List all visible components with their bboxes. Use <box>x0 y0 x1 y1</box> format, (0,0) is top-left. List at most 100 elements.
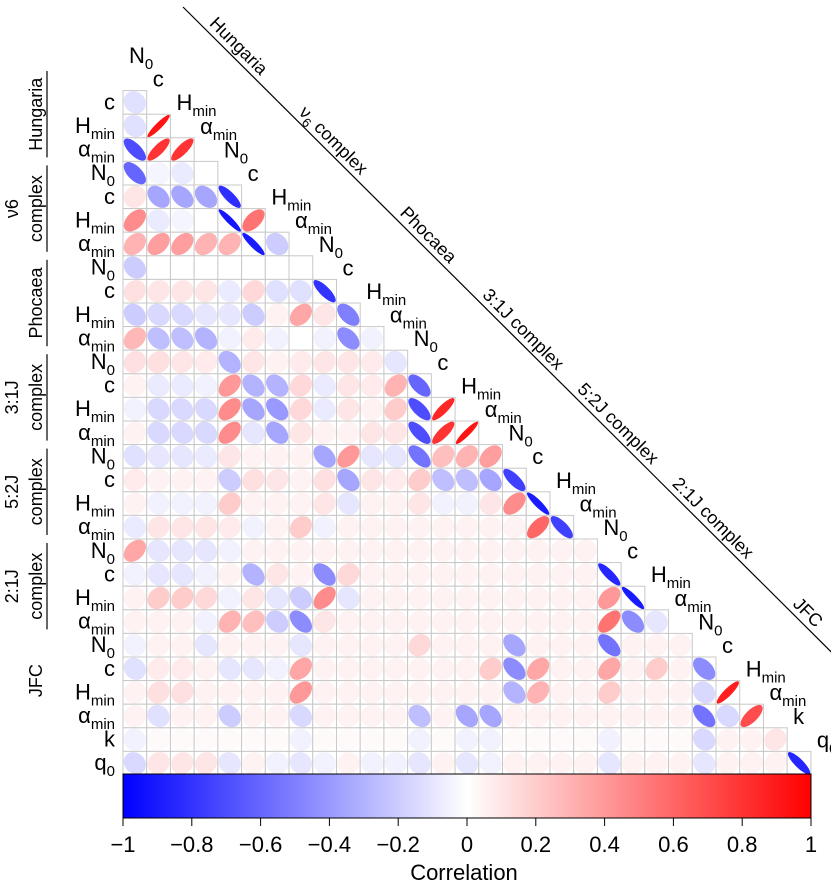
correlation-ellipse <box>384 728 407 751</box>
correlation-ellipse <box>242 610 265 633</box>
correlation-ellipse <box>147 327 170 350</box>
correlation-ellipse <box>503 586 526 610</box>
correlation-ellipse <box>242 586 265 610</box>
correlation-ellipse <box>123 209 146 232</box>
correlation-ellipse <box>598 563 621 586</box>
correlation-ellipse <box>574 681 597 704</box>
correlation-ellipse <box>194 280 218 303</box>
correlation-ellipse <box>550 681 573 704</box>
correlation-ellipse <box>384 681 407 704</box>
correlation-ellipse <box>360 681 384 704</box>
correlation-ellipse <box>550 516 573 539</box>
correlation-ellipse <box>669 752 692 775</box>
correlation-ellipse <box>266 539 289 562</box>
diagonal-label: c <box>532 444 543 469</box>
correlation-ellipse <box>218 185 241 208</box>
row-label: N0 <box>91 538 115 568</box>
row-label: N0 <box>91 443 115 473</box>
correlation-ellipse <box>526 634 550 657</box>
correlation-ellipse <box>740 752 763 775</box>
correlation-ellipse <box>432 516 455 539</box>
correlation-ellipse <box>503 516 526 539</box>
correlation-ellipse <box>171 704 194 728</box>
row-label: N0 <box>91 255 115 285</box>
correlation-ellipse <box>123 185 146 208</box>
correlation-ellipse <box>123 492 146 515</box>
correlation-ellipse <box>645 657 668 680</box>
diagonal-label: Hmin <box>746 657 786 687</box>
correlation-ellipse <box>503 681 526 704</box>
correlation-ellipse <box>123 728 146 751</box>
correlation-ellipse <box>289 374 313 397</box>
correlation-ellipse <box>289 586 313 610</box>
correlation-ellipse <box>645 634 668 657</box>
row-label: N0 <box>91 632 115 662</box>
correlation-ellipse <box>574 728 597 751</box>
correlation-ellipse <box>479 634 502 657</box>
correlation-ellipse <box>171 492 194 515</box>
correlation-ellipse <box>598 634 621 657</box>
diagonal-label: N0 <box>603 515 627 545</box>
correlation-ellipse <box>266 327 289 350</box>
correlation-ellipse <box>479 704 502 728</box>
correlation-ellipse <box>693 752 716 775</box>
correlation-ellipse <box>289 303 313 326</box>
row-label: c <box>104 89 115 114</box>
correlation-ellipse <box>574 563 597 586</box>
correlation-ellipse <box>266 752 289 775</box>
correlation-ellipse <box>337 610 360 633</box>
correlation-ellipse <box>171 586 194 610</box>
colorbar-ticks: −1 −0.8 −0.6 −0.4 −0.2 0 0.2 0.4 0.6 0.8 1 <box>110 818 817 857</box>
correlation-ellipse <box>526 610 550 633</box>
correlation-ellipse <box>218 350 241 374</box>
correlation-ellipse <box>242 752 265 775</box>
correlation-ellipse <box>266 445 289 468</box>
correlation-ellipse <box>194 445 218 468</box>
row-label: c <box>104 467 115 492</box>
correlation-ellipse <box>266 610 289 633</box>
correlation-ellipse <box>242 398 265 421</box>
correlation-ellipse <box>123 563 146 586</box>
row-label: αmin <box>78 325 115 355</box>
correlation-ellipse <box>171 421 194 444</box>
correlation-ellipse <box>455 610 479 633</box>
correlation-ellipse <box>669 704 692 728</box>
correlation-ellipse <box>455 445 479 468</box>
diagonal-label: αmin <box>485 397 522 427</box>
correlation-ellipse <box>194 374 218 397</box>
correlation-ellipse <box>669 657 692 680</box>
correlation-ellipse <box>574 586 597 610</box>
correlation-ellipse <box>550 728 573 751</box>
correlation-ellipse <box>147 492 170 515</box>
correlation-ellipse <box>337 704 360 728</box>
correlation-ellipse <box>645 681 668 704</box>
correlation-ellipse <box>360 445 384 468</box>
row-label: Hmin <box>75 585 115 615</box>
correlation-ellipse <box>479 657 502 680</box>
correlation-ellipse <box>360 350 384 374</box>
correlation-ellipse <box>503 539 526 562</box>
correlation-ellipse <box>171 185 194 208</box>
correlation-ellipse <box>242 445 265 468</box>
correlation-ellipse <box>526 586 550 610</box>
correlation-ellipse <box>408 374 431 397</box>
correlation-ellipse <box>123 704 146 728</box>
correlation-ellipse <box>218 681 241 704</box>
correlation-ellipse <box>313 539 336 562</box>
correlation-ellipse <box>242 421 265 444</box>
correlation-ellipse <box>266 398 289 421</box>
correlation-ellipse <box>242 516 265 539</box>
correlation-ellipse <box>194 681 218 704</box>
group-row-label: complex <box>26 175 46 242</box>
correlation-ellipse <box>194 162 218 185</box>
correlation-ellipse <box>218 327 241 350</box>
group-diagonal-label: 3:1J complex <box>479 285 568 374</box>
correlation-ellipse <box>503 752 526 775</box>
diagonal-label: αmin <box>580 491 617 521</box>
group-row-label: 5:2J <box>2 475 22 509</box>
diagonal-label: αmin <box>390 303 427 333</box>
correlation-ellipse <box>621 586 645 610</box>
correlation-ellipse <box>503 610 526 633</box>
correlation-ellipse <box>171 445 194 468</box>
correlation-ellipse <box>384 516 407 539</box>
